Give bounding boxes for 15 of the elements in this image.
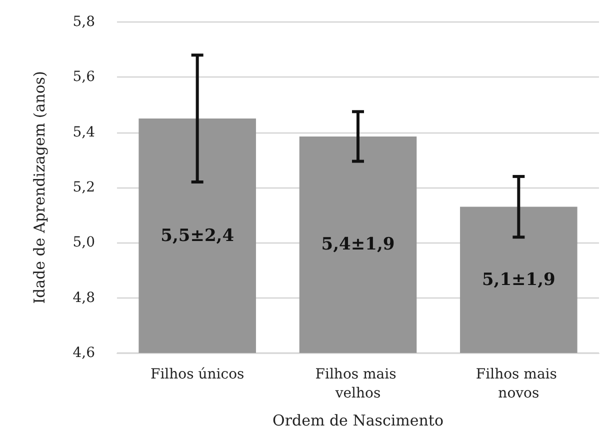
x-tick-label: Filhos mais velhos [315,366,401,402]
x-tick-label: Filhos únicos [150,366,244,382]
y-tick-label: 5,6 [72,69,96,86]
y-tick-label: 5,0 [72,234,95,251]
y-axis-title: Idade de Aprendizagem (anos) [30,71,48,304]
data-label: 5,4±1,9 [321,234,395,255]
y-tick-label: 4,6 [72,345,96,361]
x-axis-title: Ordem de Nascimento [272,412,444,430]
y-tick-label: 5,2 [72,180,95,196]
y-tick-label: 4,8 [72,290,95,306]
x-tick-label: Filhos mais novos [476,366,562,402]
data-label: 5,5±2,4 [160,226,234,246]
y-tick-label: 5,4 [72,124,96,140]
data-label: 5,1±1,9 [482,270,556,290]
y-tick-label: 5,8 [72,14,95,30]
